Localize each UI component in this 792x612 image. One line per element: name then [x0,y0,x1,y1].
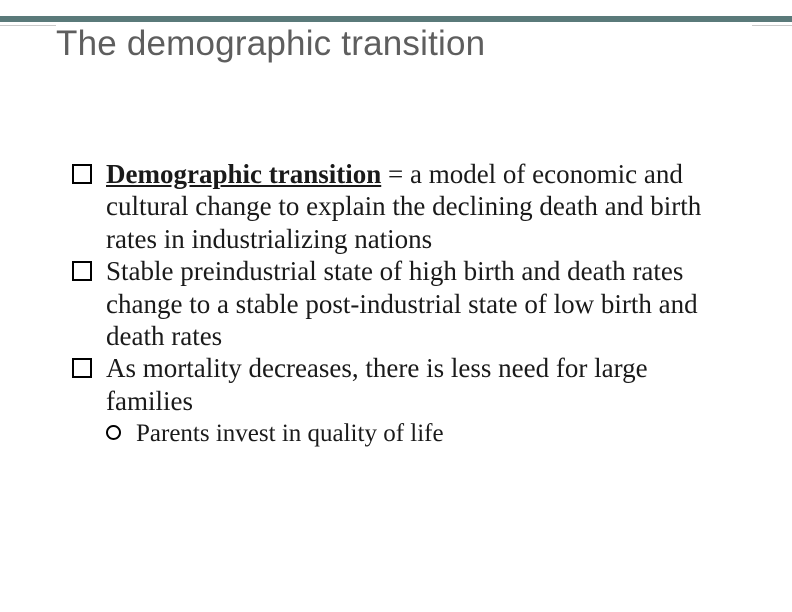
bullet-item: Stable preindustrial state of high birth… [72,255,732,352]
slide-body: Demographic transition = a model of econ… [72,158,732,449]
circle-bullet-icon [106,425,121,440]
bullet-item: Demographic transition = a model of econ… [72,158,732,255]
slide-title: The demographic transition [56,24,752,64]
bullet-text: Stable preindustrial state of high birth… [106,256,698,351]
square-bullet-icon [72,261,92,281]
rule-dark [0,16,792,22]
square-bullet-icon [72,358,92,378]
slide: The demographic transition Demographic t… [0,0,792,612]
bullet-item: As mortality decreases, there is less ne… [72,352,732,417]
bullet-text: As mortality decreases, there is less ne… [106,353,648,415]
square-bullet-icon [72,164,92,184]
sub-bullet-item: Parents invest in quality of life [72,419,732,449]
bullet-text: Parents invest in quality of life [136,420,444,447]
term-text: Demographic transition [106,159,381,189]
